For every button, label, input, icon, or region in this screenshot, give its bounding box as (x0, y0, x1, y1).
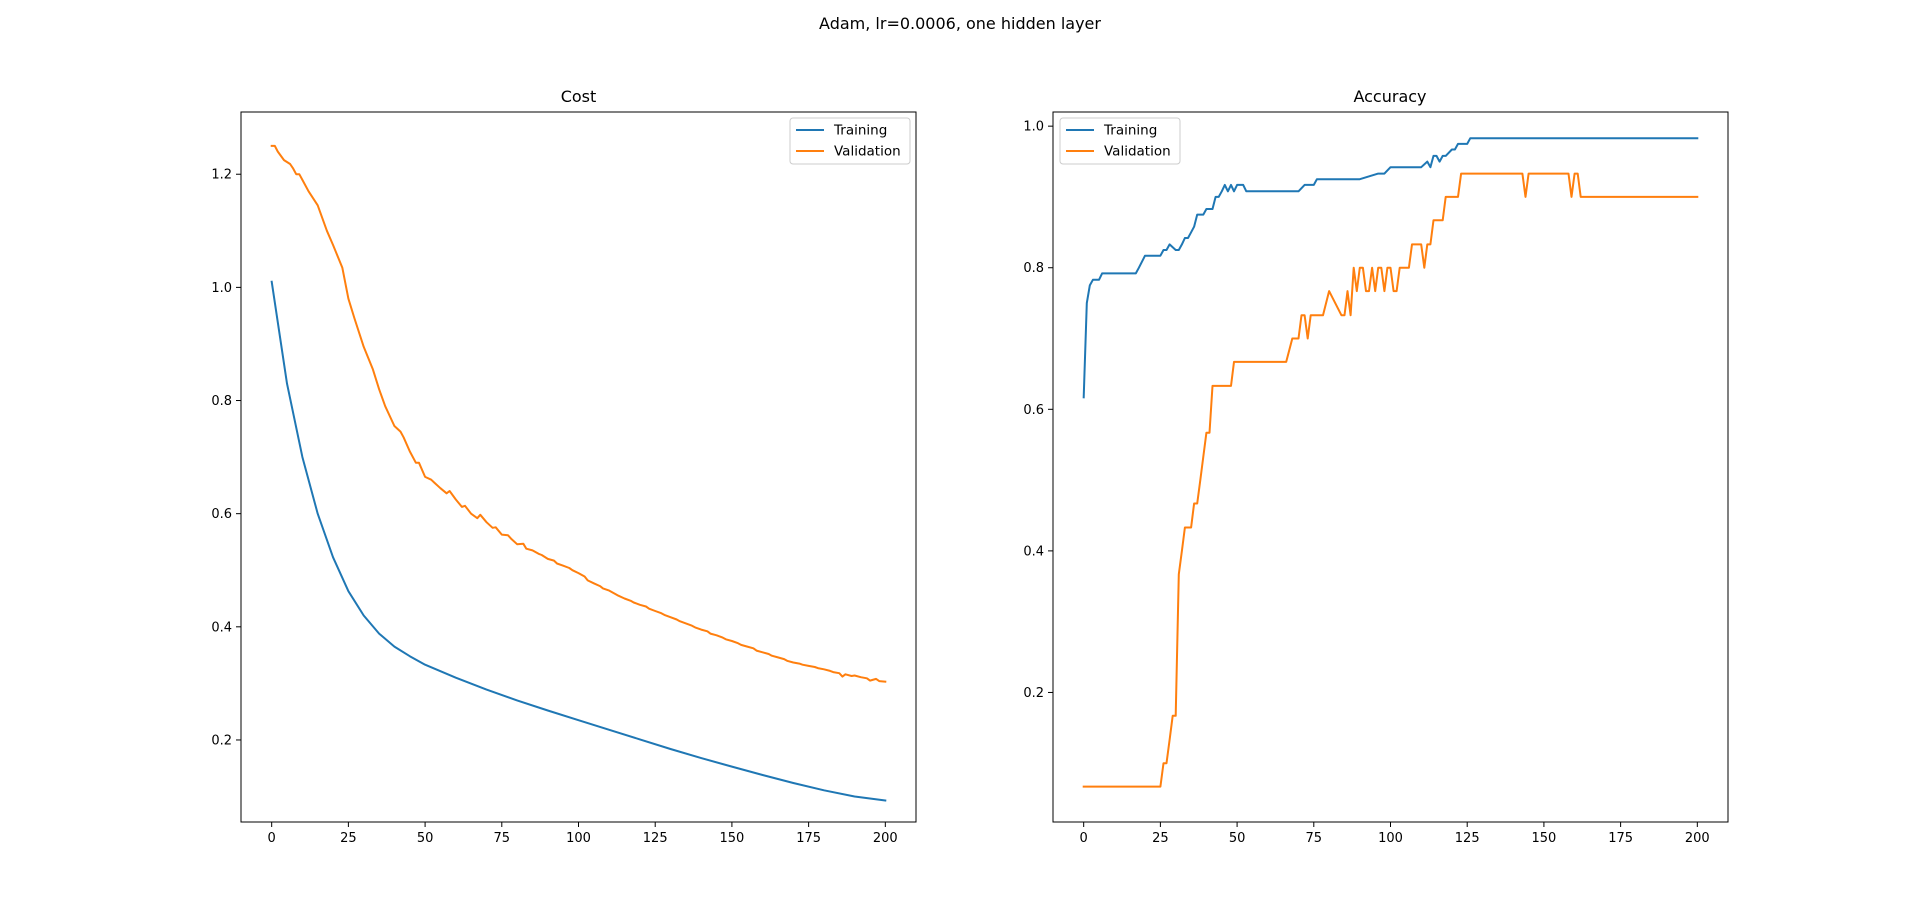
cost-ytick-label: 0.2 (211, 733, 232, 748)
accuracy-xtick-label: 200 (1685, 831, 1710, 846)
cost-chart: Cost 0 25 50 75 100 125 150 175 200 0.2 0.4 0.6 0.8 1… (211, 87, 917, 846)
accuracy-legend-label-training: Training (1103, 123, 1157, 139)
cost-xtick-label: 0 (268, 831, 276, 846)
accuracy-ytick-label: 1.0 (1023, 120, 1044, 135)
cost-legend-label-validation: Validation (834, 144, 901, 160)
cost-xtick-label: 50 (417, 831, 434, 846)
cost-xtick-label: 175 (796, 831, 821, 846)
cost-xtick-label: 100 (566, 831, 591, 846)
accuracy-legend-label-validation: Validation (1104, 144, 1171, 160)
accuracy-xtick-label: 125 (1455, 831, 1480, 846)
cost-xtick-label: 200 (873, 831, 898, 846)
accuracy-xtick-label: 175 (1608, 831, 1633, 846)
accuracy-series-validation-line (1082, 172, 1699, 788)
accuracy-ytick-label: 0.2 (1023, 686, 1044, 701)
accuracy-ytick-label: 0.8 (1023, 261, 1044, 276)
cost-xtick-label: 150 (719, 831, 744, 846)
accuracy-xtick-label: 25 (1152, 831, 1169, 846)
cost-chart-title: Cost (561, 87, 597, 106)
accuracy-xtick-label: 100 (1378, 831, 1403, 846)
accuracy-xtick-label: 50 (1229, 831, 1246, 846)
cost-xtick-label: 75 (494, 831, 511, 846)
accuracy-series-training-line (1082, 137, 1699, 399)
cost-ytick-label: 1.2 (211, 168, 232, 183)
accuracy-xtick-label: 150 (1531, 831, 1556, 846)
cost-ytick-label: 1.0 (211, 281, 232, 296)
accuracy-chart: Accuracy 0 25 50 75 100 125 150 175 200 0.2 0.4 0.6… (1023, 87, 1729, 846)
cost-series-validation-line (270, 144, 887, 683)
cost-ytick-label: 0.4 (211, 620, 232, 635)
cost-legend: Training Validation (789, 117, 911, 165)
figure-suptitle: Adam, lr=0.0006, one hidden layer (819, 14, 1101, 33)
accuracy-ytick-label: 0.4 (1023, 544, 1044, 559)
accuracy-xtick-label: 0 (1080, 831, 1088, 846)
accuracy-chart-title: Accuracy (1353, 87, 1426, 106)
cost-xtick-label: 25 (340, 831, 357, 846)
cost-series-training-line (270, 280, 887, 802)
accuracy-xtick-label: 75 (1306, 831, 1323, 846)
cost-legend-label-training: Training (833, 123, 887, 139)
cost-xtick-label: 125 (643, 831, 668, 846)
cost-ytick-label: 0.6 (211, 507, 232, 522)
accuracy-ytick-label: 0.6 (1023, 403, 1044, 418)
accuracy-legend: Training Validation (1059, 117, 1181, 165)
cost-ytick-label: 0.8 (211, 394, 232, 409)
